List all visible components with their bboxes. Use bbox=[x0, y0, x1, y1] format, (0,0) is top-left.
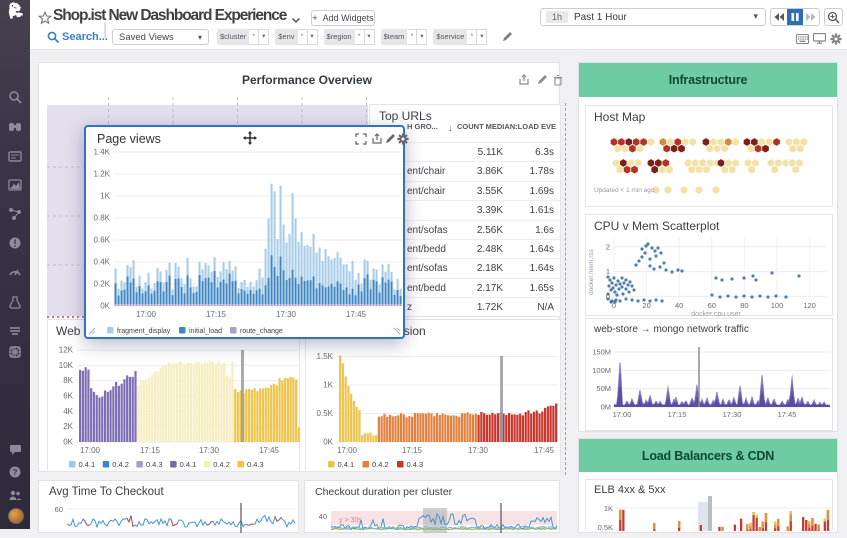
svg-text:40: 40 bbox=[319, 512, 327, 521]
svg-text:1.2K: 1.2K bbox=[94, 170, 111, 179]
svg-text:Updated < 1 min ago: Updated < 1 min ago bbox=[594, 187, 655, 194]
svg-text:0.2K: 0.2K bbox=[94, 280, 111, 289]
svg-text:0K: 0K bbox=[100, 302, 110, 311]
svg-text:0.4.3: 0.4.3 bbox=[247, 460, 264, 469]
svg-text:17:30: 17:30 bbox=[468, 446, 489, 455]
svg-text:0: 0 bbox=[606, 292, 610, 301]
svg-text:0.8K: 0.8K bbox=[94, 214, 111, 223]
svg-text:0.4.2: 0.4.2 bbox=[372, 460, 389, 469]
svg-text:1K: 1K bbox=[604, 504, 613, 513]
svg-text:150M: 150M bbox=[592, 348, 611, 357]
svg-text:docker.mem.rss: docker.mem.rss bbox=[588, 248, 595, 295]
svg-text:docker.cpu.user: docker.cpu.user bbox=[691, 311, 741, 317]
svg-text:8K: 8K bbox=[63, 376, 73, 385]
svg-text:17:45: 17:45 bbox=[259, 446, 280, 455]
svg-text:1.5K: 1.5K bbox=[317, 352, 334, 361]
svg-text:0.4.3: 0.4.3 bbox=[407, 460, 424, 469]
svg-text:17:45: 17:45 bbox=[778, 410, 797, 419]
svg-text:fragment_display: fragment_display bbox=[117, 328, 171, 335]
svg-text:17:00: 17:00 bbox=[136, 310, 157, 319]
svg-text:120: 120 bbox=[803, 301, 816, 310]
svg-text:100M: 100M bbox=[592, 366, 611, 375]
svg-text:initial_load: initial_load bbox=[189, 328, 222, 335]
svg-text:2K: 2K bbox=[63, 422, 73, 431]
svg-text:6K: 6K bbox=[63, 392, 73, 401]
svg-text:0.4.2: 0.4.2 bbox=[213, 460, 230, 469]
svg-text:0.4.2: 0.4.2 bbox=[112, 460, 129, 469]
svg-text:17:00: 17:00 bbox=[80, 446, 101, 455]
svg-text:17:15: 17:15 bbox=[206, 310, 227, 319]
svg-text:0: 0 bbox=[612, 301, 616, 310]
svg-text:y > 30s: y > 30s bbox=[339, 517, 362, 524]
svg-text:0.4K: 0.4K bbox=[94, 258, 111, 267]
svg-text:0.4.1: 0.4.1 bbox=[180, 460, 197, 469]
svg-text:17:45: 17:45 bbox=[534, 446, 555, 455]
svg-text:0M: 0M bbox=[601, 403, 611, 412]
svg-text:1K: 1K bbox=[100, 192, 110, 201]
svg-text:17:00: 17:00 bbox=[613, 410, 632, 419]
svg-text:20: 20 bbox=[642, 301, 650, 310]
svg-text:0K: 0K bbox=[63, 438, 73, 447]
svg-text:1.4K: 1.4K bbox=[94, 149, 111, 157]
svg-text:17:15: 17:15 bbox=[140, 446, 161, 455]
svg-text:2: 2 bbox=[606, 242, 610, 251]
svg-text:17:15: 17:15 bbox=[668, 410, 687, 419]
svg-text:17:30: 17:30 bbox=[723, 410, 742, 419]
svg-text:100: 100 bbox=[771, 301, 784, 310]
svg-text:17:00: 17:00 bbox=[337, 446, 358, 455]
svg-text:0.5K: 0.5K bbox=[317, 409, 334, 418]
svg-text:4K: 4K bbox=[63, 407, 73, 416]
svg-text:0.5K: 0.5K bbox=[598, 523, 613, 531]
svg-text:17:30: 17:30 bbox=[276, 310, 297, 319]
svg-text:17:45: 17:45 bbox=[346, 310, 367, 319]
svg-text:0K: 0K bbox=[323, 438, 333, 447]
svg-text:?: ? bbox=[13, 468, 18, 477]
svg-text:0.4.1: 0.4.1 bbox=[79, 460, 96, 469]
svg-text:17:30: 17:30 bbox=[199, 446, 220, 455]
svg-text:60: 60 bbox=[708, 301, 716, 310]
svg-text:10K: 10K bbox=[59, 361, 74, 370]
svg-text:50M: 50M bbox=[596, 384, 611, 393]
svg-text:12K: 12K bbox=[59, 346, 74, 355]
svg-text:1: 1 bbox=[606, 267, 610, 276]
svg-text:route_change: route_change bbox=[240, 328, 283, 335]
svg-text:80: 80 bbox=[740, 301, 748, 310]
svg-text:0.4.3: 0.4.3 bbox=[146, 460, 163, 469]
svg-text:1K: 1K bbox=[323, 381, 333, 390]
svg-text:40: 40 bbox=[675, 301, 683, 310]
svg-text:0.6K: 0.6K bbox=[94, 236, 111, 245]
svg-text:60: 60 bbox=[55, 505, 63, 514]
svg-text:0.4.1: 0.4.1 bbox=[338, 460, 355, 469]
svg-text:17:15: 17:15 bbox=[402, 446, 423, 455]
